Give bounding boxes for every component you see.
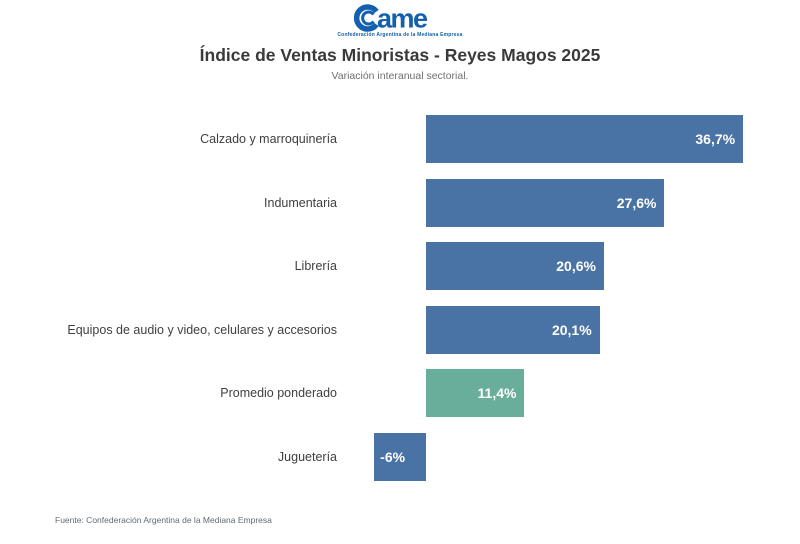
bar: 36,7% <box>426 115 744 163</box>
bar-row-calzado: Calzado y marroquinería 36,7% <box>0 115 800 163</box>
category-label: Juguetería <box>277 449 337 464</box>
bar-value-label: 20,6% <box>556 258 596 274</box>
bar: 20,1% <box>426 305 600 354</box>
bar-value-label: 20,1% <box>551 321 592 338</box>
logo-brand-text: ame <box>377 4 428 34</box>
bar-chart: Calzado y marroquinería 36,7% Indumentar… <box>0 115 800 496</box>
category-label: Indumentaria <box>264 195 337 210</box>
category-label: Equipos de audio y video, celulares y ac… <box>67 322 337 337</box>
category-label: Promedio ponderado <box>220 386 337 400</box>
category-label: Librería <box>294 259 337 273</box>
bar: 27,6% <box>426 178 665 227</box>
bar-value-label: 36,7% <box>695 131 736 147</box>
logo-tagline: Confederación Argentina de la Mediana Em… <box>337 32 463 38</box>
came-logo: ame <box>0 2 800 39</box>
bar-row-jugueteria: Juguetería -6% <box>0 432 800 481</box>
bar-value-label: 11,4% <box>477 385 517 401</box>
bar-row-libreria: Librería 20,6% <box>0 242 800 290</box>
chart-title: Índice de Ventas Minoristas - Reyes Mago… <box>199 45 601 65</box>
bar-row-promedio: Promedio ponderado 11,4% <box>0 369 800 417</box>
bar: 11,4% <box>426 369 525 417</box>
source-note: Fuente: Confederación Argentina de la Me… <box>55 515 272 525</box>
bar-value-label: 27,6% <box>616 194 657 211</box>
bar: -6% <box>374 432 426 481</box>
bar-row-indumentaria: Indumentaria 27,6% <box>0 178 800 227</box>
bar-row-equipos: Equipos de audio y video, celulares y ac… <box>0 305 800 354</box>
bar: 20,6% <box>426 242 604 290</box>
came-logo-icon: ame <box>353 4 430 34</box>
bar-value-label: -6% <box>380 448 406 465</box>
chart-subtitle: Variación interanual sectorial. <box>331 70 469 82</box>
category-label: Calzado y marroquinería <box>200 132 337 146</box>
